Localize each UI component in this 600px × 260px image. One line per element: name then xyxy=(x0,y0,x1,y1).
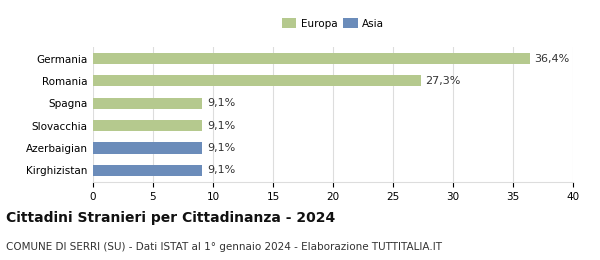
Bar xyxy=(93,165,202,176)
Bar xyxy=(93,120,202,131)
Text: 9,1%: 9,1% xyxy=(207,165,235,175)
Text: 27,3%: 27,3% xyxy=(425,76,461,86)
Bar xyxy=(93,142,202,153)
Text: 9,1%: 9,1% xyxy=(207,143,235,153)
Text: 36,4%: 36,4% xyxy=(535,54,570,63)
Text: 9,1%: 9,1% xyxy=(207,98,235,108)
Text: COMUNE DI SERRI (SU) - Dati ISTAT al 1° gennaio 2024 - Elaborazione TUTTITALIA.I: COMUNE DI SERRI (SU) - Dati ISTAT al 1° … xyxy=(6,242,442,252)
Text: Cittadini Stranieri per Cittadinanza - 2024: Cittadini Stranieri per Cittadinanza - 2… xyxy=(6,211,335,225)
Bar xyxy=(93,53,530,64)
Legend: Europa, Asia: Europa, Asia xyxy=(278,14,388,33)
Bar xyxy=(93,98,202,109)
Text: 9,1%: 9,1% xyxy=(207,121,235,131)
Bar xyxy=(93,75,421,87)
